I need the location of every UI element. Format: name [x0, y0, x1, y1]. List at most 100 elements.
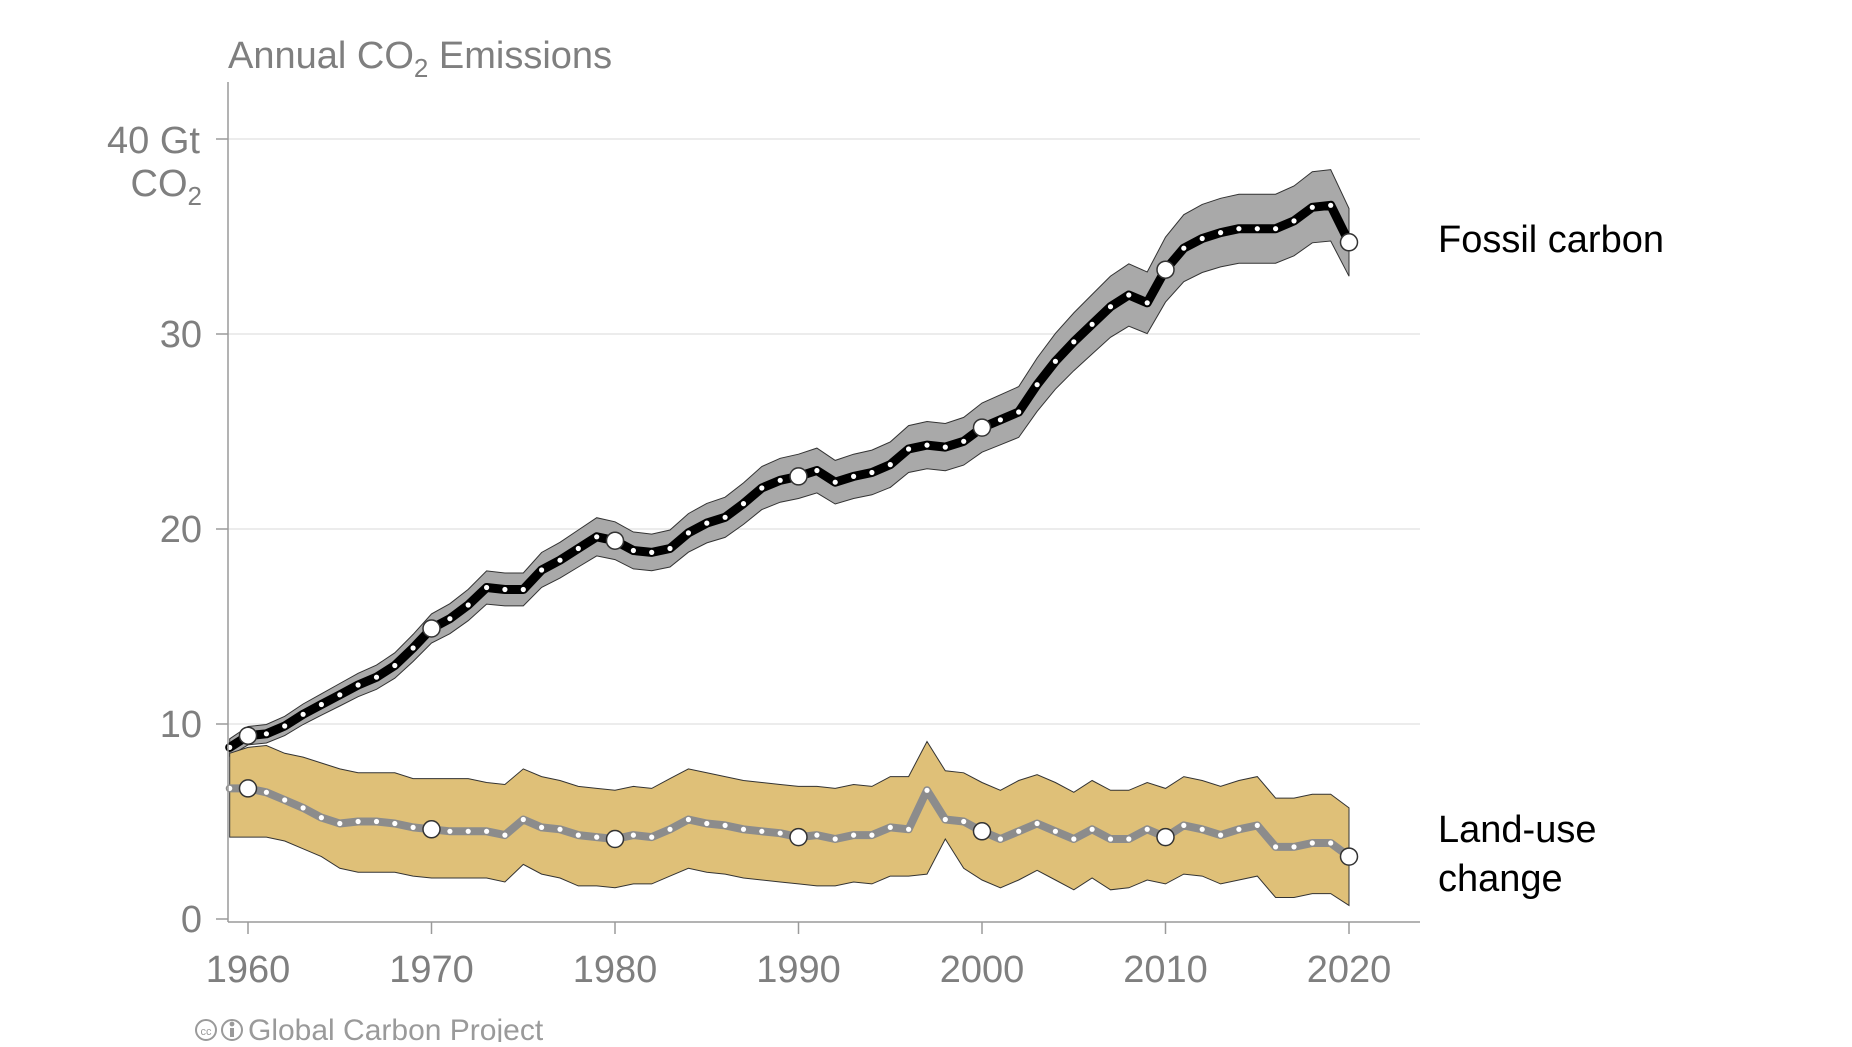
chart-title-main: Annual CO	[228, 35, 414, 77]
data-point-0-1980	[607, 532, 624, 549]
data-point-1-1980	[607, 831, 624, 848]
x-ticks: 1960 1970 1980 1990 2000 2010 2020	[206, 922, 1392, 991]
data-point-0-1962	[282, 723, 287, 728]
data-point-0-2016	[1273, 226, 1278, 231]
data-point-0-1973	[484, 585, 489, 590]
data-point-0-1961	[264, 731, 269, 736]
y-tick-label-20: 20	[160, 509, 202, 551]
data-point-0-2000	[974, 419, 991, 436]
data-point-0-1984	[686, 530, 691, 535]
data-point-0-2009	[1145, 300, 1150, 305]
data-point-0-1972	[466, 602, 471, 607]
data-point-1-1984	[686, 817, 691, 822]
x-tick-label-1980: 1980	[573, 949, 658, 991]
data-point-1-2005	[1071, 836, 1076, 841]
data-point-0-2013	[1218, 230, 1223, 235]
data-point-1-2003	[1035, 821, 1040, 826]
data-point-0-1971	[447, 616, 452, 621]
data-point-1-1969	[411, 825, 416, 830]
data-point-1-1992	[833, 836, 838, 841]
data-point-1-1997	[924, 788, 929, 793]
x-tick-label-2010: 2010	[1123, 949, 1208, 991]
uncertainty-bands	[230, 170, 1349, 906]
series-label-fossil-carbon: Fossil carbon	[1438, 219, 1664, 261]
data-point-1-2019	[1328, 840, 1333, 845]
data-point-0-2004	[1053, 359, 1058, 364]
data-point-0-2019	[1328, 203, 1333, 208]
y-ticks: 0 10 20 30	[160, 139, 228, 941]
data-point-1-1970	[423, 821, 440, 838]
data-points	[227, 203, 1357, 865]
data-point-1-1977	[557, 827, 562, 832]
data-point-0-1974	[502, 587, 507, 592]
attribution-icon-body	[230, 1028, 234, 1037]
data-point-0-2008	[1126, 292, 1131, 297]
data-point-0-1997	[924, 443, 929, 448]
data-point-1-1979	[594, 835, 599, 840]
y-axis-unit-co: CO	[131, 163, 188, 205]
y-tick-label-10: 10	[160, 704, 202, 746]
data-point-1-1991	[814, 833, 819, 838]
data-point-0-2002	[1016, 409, 1021, 414]
data-point-0-2020	[1341, 234, 1358, 251]
y-tick-label-0: 0	[181, 899, 202, 941]
data-point-1-2011	[1181, 823, 1186, 828]
data-point-1-1967	[374, 819, 379, 824]
chart-title: Annual CO2 Emissions	[228, 35, 612, 83]
x-tick-label-2020: 2020	[1307, 949, 1392, 991]
data-point-0-2014	[1236, 226, 1241, 231]
data-point-0-1976	[539, 567, 544, 572]
data-point-0-1966	[356, 682, 361, 687]
data-point-1-1988	[759, 829, 764, 834]
data-point-1-1965	[337, 821, 342, 826]
data-point-0-1990	[790, 468, 807, 485]
data-point-0-1985	[704, 521, 709, 526]
data-point-1-1961	[264, 790, 269, 795]
data-point-0-1977	[557, 558, 562, 563]
data-point-0-1978	[576, 546, 581, 551]
data-point-0-1967	[374, 675, 379, 680]
data-point-0-1975	[521, 587, 526, 592]
data-point-0-2015	[1255, 226, 1260, 231]
data-point-1-2016	[1273, 844, 1278, 849]
data-point-1-1974	[502, 833, 507, 838]
data-point-0-2011	[1181, 246, 1186, 251]
series-label-land-use-line2: change	[1438, 858, 1563, 900]
data-point-0-2006	[1090, 322, 1095, 327]
data-point-0-1987	[741, 501, 746, 506]
data-point-0-2007	[1108, 304, 1113, 309]
data-point-0-1983	[667, 546, 672, 551]
data-point-0-1993	[851, 474, 856, 479]
data-point-0-1989	[778, 478, 783, 483]
data-point-1-1990	[790, 829, 807, 846]
data-point-0-1969	[411, 645, 416, 650]
data-point-1-1962	[282, 797, 287, 802]
y-tick-label-30: 30	[160, 314, 202, 356]
data-point-1-2018	[1310, 840, 1315, 845]
data-point-1-1995	[888, 825, 893, 830]
data-point-0-1999	[961, 439, 966, 444]
data-point-1-1964	[319, 815, 324, 820]
data-point-0-1995	[888, 462, 893, 467]
data-point-1-1983	[667, 827, 672, 832]
data-point-1-1999	[961, 819, 966, 824]
chart-title-suffix: Emissions	[428, 35, 612, 77]
attribution-icon-head	[230, 1022, 235, 1027]
series-lines	[230, 205, 1349, 856]
data-point-1-2020	[1341, 848, 1358, 865]
data-point-1-2013	[1218, 833, 1223, 838]
y-axis-unit-line1: 40 Gt	[107, 120, 200, 162]
x-tick-label-1960: 1960	[206, 949, 291, 991]
data-point-0-1965	[337, 692, 342, 697]
y-axis-unit-line2: CO2	[131, 163, 202, 211]
data-point-1-2006	[1090, 827, 1095, 832]
data-point-0-2012	[1200, 236, 1205, 241]
data-point-1-2017	[1291, 844, 1296, 849]
x-tick-label-2000: 2000	[940, 949, 1025, 991]
data-point-1-1963	[301, 805, 306, 810]
data-point-1-1976	[539, 825, 544, 830]
data-point-1-1998	[943, 817, 948, 822]
data-point-0-1960	[240, 727, 257, 744]
data-point-0-1998	[943, 445, 948, 450]
